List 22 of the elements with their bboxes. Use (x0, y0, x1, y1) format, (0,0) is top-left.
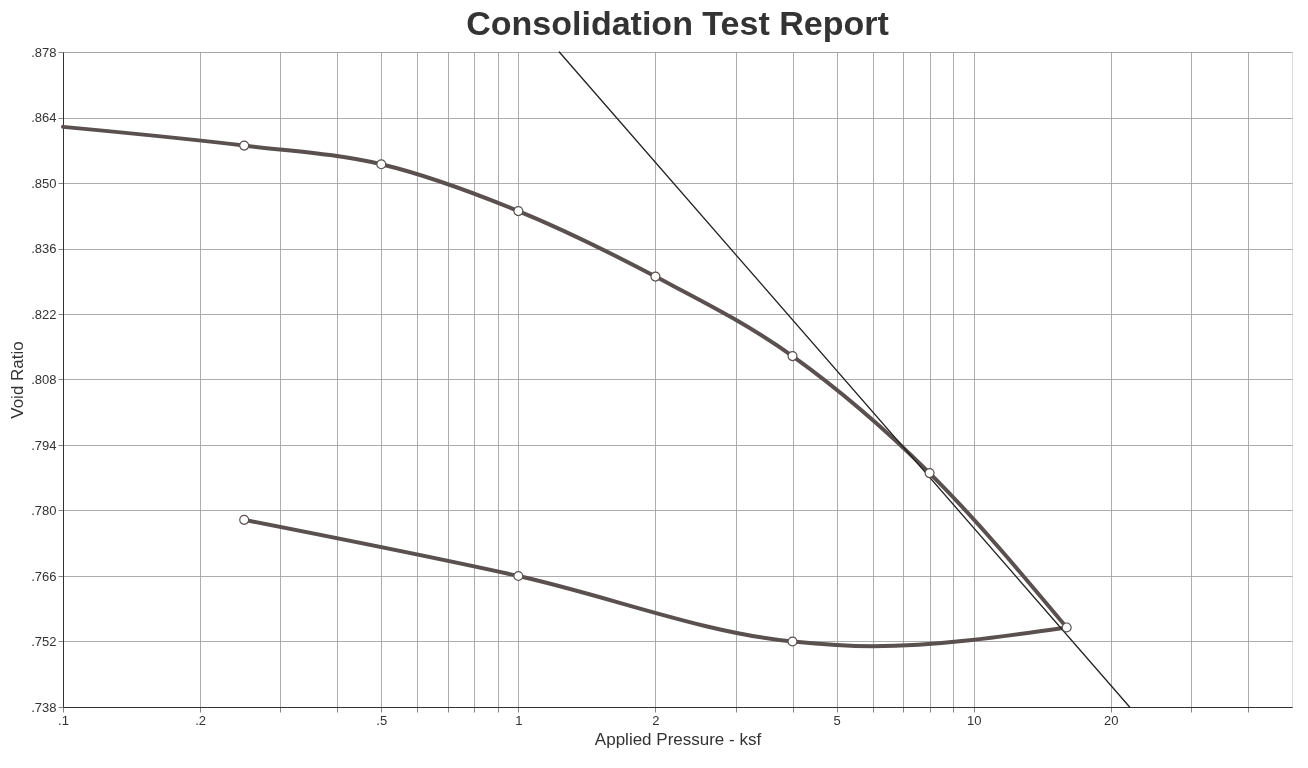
x-tick-label: 10 (966, 712, 982, 728)
y-tick-label: .780 (31, 503, 57, 518)
y-tick-label: .766 (31, 568, 57, 584)
x-tick-label: 5 (833, 712, 841, 728)
x-tick-label: 20 (1104, 712, 1119, 728)
y-axis-title: Void Ratio (8, 341, 28, 419)
x-axis-title: Applied Pressure - ksf (594, 729, 762, 749)
y-tick-label: .864 (31, 110, 57, 125)
y-tick-label: .752 (31, 634, 57, 649)
y-tick-label: .794 (31, 437, 57, 453)
x-tick-label: 1 (515, 712, 523, 728)
y-tick-label: .738 (31, 699, 57, 715)
x-tick-label: 2 (652, 712, 660, 728)
y-tick-label: .836 (31, 241, 57, 256)
x-tick-label: .2 (195, 712, 206, 728)
y-tick-label: .808 (31, 372, 57, 387)
chart-title: Consolidation Test Report (466, 4, 889, 42)
y-tick-label: .878 (31, 44, 57, 60)
y-tick-label: .822 (31, 306, 57, 322)
x-tick-label: .5 (376, 712, 388, 728)
y-tick-label: .850 (31, 175, 57, 191)
x-tick-label: .1 (58, 712, 69, 728)
